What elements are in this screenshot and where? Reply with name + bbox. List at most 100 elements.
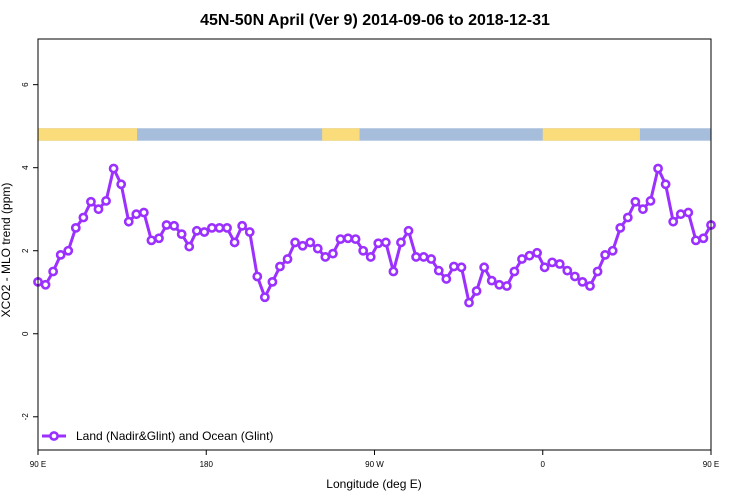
data-point (40, 279, 51, 290)
land-band (38, 128, 138, 141)
data-point (93, 204, 104, 215)
data-point (486, 275, 497, 286)
data-point (380, 237, 391, 248)
data-point (607, 245, 618, 256)
data-point (456, 262, 467, 273)
data-point (418, 252, 429, 262)
data-point (312, 243, 323, 254)
data-point (411, 252, 421, 262)
land-band (542, 128, 640, 141)
data-point (539, 262, 550, 273)
data-point (63, 245, 74, 256)
data-point (562, 265, 573, 276)
data-point (305, 237, 316, 248)
data-point (350, 234, 361, 245)
data-point (373, 238, 384, 249)
data-point (547, 257, 558, 268)
data-point (365, 252, 376, 262)
data-point (668, 216, 679, 227)
data-point (690, 235, 701, 246)
data-point (698, 233, 709, 244)
x-tick-label: 90 W (365, 460, 384, 469)
data-point (509, 266, 520, 277)
x-axis-label: Longitude (deg E) (326, 477, 421, 491)
data-point (131, 209, 142, 220)
data-point (501, 281, 512, 291)
x-tick-label: 90 E (703, 460, 719, 469)
x-tick-label: 0 (541, 460, 546, 469)
data-point (630, 196, 641, 207)
data-point (494, 279, 505, 290)
data-point (191, 225, 202, 236)
data-point (433, 265, 444, 276)
data-point (123, 216, 134, 227)
data-point (267, 276, 278, 287)
data-point (683, 207, 694, 218)
land-band (322, 128, 360, 141)
data-point (275, 261, 285, 272)
legend: Land (Nadir&Glint) and Ocean (Glint) (42, 429, 273, 443)
data-point (585, 281, 595, 291)
data-point (259, 292, 270, 303)
series-layer (33, 163, 716, 308)
data-point (229, 237, 240, 248)
series-line (37, 167, 713, 305)
data-point (396, 237, 406, 248)
data-point (328, 248, 338, 259)
data-point (615, 222, 626, 233)
data-point (645, 196, 656, 206)
axes: 90 E 180 90 W 0 90 E -2 0 2 4 6 (21, 82, 719, 469)
data-point (403, 225, 414, 236)
data-point (600, 249, 611, 260)
data-point (592, 266, 603, 277)
data-point (244, 227, 255, 237)
data-point (297, 240, 308, 251)
data-point (222, 222, 232, 233)
chart-title: 45N-50N April (Ver 9) 2014-09-06 to 2018… (200, 12, 550, 29)
land-ocean-strip (38, 128, 711, 141)
data-point (169, 220, 180, 231)
data-point (358, 245, 369, 256)
data-point (184, 241, 195, 252)
data-point (48, 266, 59, 277)
data-point (290, 237, 301, 248)
y-tick-label: 4 (21, 165, 30, 170)
legend-marker (49, 431, 59, 441)
data-point (108, 163, 119, 174)
data-point (101, 196, 111, 206)
data-point (55, 249, 66, 260)
data-point (282, 254, 293, 264)
data-point (660, 179, 671, 190)
data-point (146, 235, 157, 246)
data-point (532, 247, 542, 258)
y-axis-label: XCO2 - MLO trend (ppm) (0, 183, 13, 318)
data-point (320, 252, 331, 262)
data-point (161, 220, 172, 230)
x-tick-label: 90 E (30, 460, 46, 469)
data-point (78, 212, 89, 223)
data-point (471, 286, 482, 296)
data-point (524, 250, 535, 261)
data-point (207, 222, 217, 233)
data-point (335, 234, 346, 245)
data-point (675, 209, 686, 220)
data-point (237, 220, 248, 231)
data-point (116, 179, 127, 190)
data-point (569, 271, 580, 282)
plot-border (37, 38, 712, 451)
data-point (441, 274, 452, 284)
data-point (252, 271, 263, 282)
data-point (86, 196, 96, 207)
data-point (479, 262, 490, 273)
y-tick-label: -2 (21, 413, 30, 421)
data-point (70, 222, 81, 233)
data-point (388, 266, 399, 277)
y-tick-label: 6 (21, 82, 30, 87)
data-point (517, 254, 527, 264)
data-point (554, 259, 565, 269)
y-tick-label: 0 (21, 331, 30, 336)
data-point (176, 229, 187, 240)
data-point (138, 207, 149, 218)
data-point (577, 276, 588, 287)
data-point (638, 204, 648, 215)
